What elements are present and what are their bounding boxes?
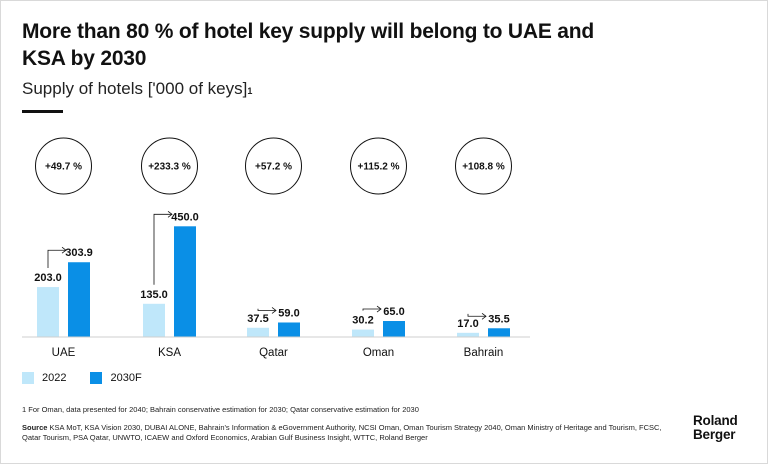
growth-arrow-head-qatar xyxy=(271,307,277,314)
logo-line-1: Roland xyxy=(693,413,738,428)
footnote: 1 For Oman, data presented for 2040; Bah… xyxy=(22,405,419,414)
bar-2030f-oman xyxy=(383,321,405,337)
growth-circle-uae xyxy=(35,137,92,195)
logo-line-2: Berger xyxy=(693,427,736,442)
bar-2030f-qatar xyxy=(278,322,300,337)
subtitle-footnote-marker: 1 xyxy=(247,86,253,96)
legend-label-2030f: 2030F xyxy=(110,372,142,384)
growth-arrow-head-uae xyxy=(61,246,67,254)
legend: 2022 2030F xyxy=(22,372,166,384)
growth-arrow-head-ksa xyxy=(167,210,173,218)
category-label-uae: UAE xyxy=(52,347,76,359)
growth-arrow-line-oman xyxy=(362,308,381,311)
growth-label-bahrain: +108.8 % xyxy=(462,162,505,173)
source-label: Source xyxy=(22,423,48,432)
value-label-2030f-bahrain: 35.5 xyxy=(488,313,509,325)
bar-2022-bahrain xyxy=(457,332,479,337)
bar-2030f-ksa xyxy=(174,226,196,337)
legend-swatch-2030f xyxy=(90,372,103,384)
growth-circle-oman xyxy=(350,137,407,195)
category-label-bahrain: Bahrain xyxy=(464,347,504,359)
roland-berger-logo: Roland Berger xyxy=(693,414,738,442)
category-label-ksa: KSA xyxy=(158,347,181,359)
growth-arrow-head-bahrain xyxy=(481,312,487,320)
legend-label-2022: 2022 xyxy=(42,372,67,384)
source-text: KSA MoT, KSA Vision 2030, DUBAI ALONE, B… xyxy=(22,423,662,442)
bar-2022-ksa xyxy=(143,303,165,337)
value-label-2030f-ksa: 450.0 xyxy=(171,211,199,223)
growth-arrow-line-ksa xyxy=(153,213,172,285)
category-label-qatar: Qatar xyxy=(259,347,288,359)
growth-label-qatar: +57.2 % xyxy=(255,162,292,173)
growth-arrow-line-qatar xyxy=(257,308,276,311)
value-label-2030f-uae: 303.9 xyxy=(65,247,93,259)
subtitle-text: Supply of hotels ['000 of keys] xyxy=(22,79,248,98)
growth-arrow-line-uae xyxy=(47,249,66,269)
growth-circle-bahrain xyxy=(455,137,512,195)
value-label-2022-qatar: 37.5 xyxy=(247,313,268,325)
bar-2030f-uae xyxy=(68,262,90,337)
chart-subtitle: Supply of hotels ['000 of keys]1 xyxy=(22,78,252,100)
growth-label-ksa: +233.3 % xyxy=(148,162,191,173)
value-label-2022-oman: 30.2 xyxy=(352,315,373,327)
bar-2022-uae xyxy=(37,287,59,337)
bar-2030f-bahrain xyxy=(488,328,510,337)
bar-2022-qatar xyxy=(247,327,269,337)
title-rule xyxy=(22,110,63,113)
growth-label-oman: +115.2 % xyxy=(358,162,400,173)
value-label-2022-bahrain: 17.0 xyxy=(457,318,478,330)
legend-item-2022: 2022 xyxy=(22,372,66,384)
source-note: Source KSA MoT, KSA Vision 2030, DUBAI A… xyxy=(22,423,662,443)
growth-arrow-line-bahrain xyxy=(467,313,486,317)
growth-arrow-head-oman xyxy=(376,305,382,313)
growth-label-uae: +49.7 % xyxy=(45,162,82,173)
legend-swatch-2022 xyxy=(22,372,34,384)
value-label-2022-uae: 203.0 xyxy=(34,272,62,284)
chart-title: More than 80 % of hotel key supply will … xyxy=(22,20,594,70)
bar-2022-oman xyxy=(352,329,374,337)
value-label-2030f-qatar: 59.0 xyxy=(278,307,299,319)
value-label-2022-ksa: 135.0 xyxy=(140,289,168,301)
growth-circle-qatar xyxy=(245,137,302,195)
value-label-2030f-oman: 65.0 xyxy=(383,306,404,318)
category-label-oman: Oman xyxy=(363,347,394,359)
growth-circle-ksa xyxy=(141,137,198,195)
legend-item-2030f: 2030F xyxy=(90,372,142,384)
